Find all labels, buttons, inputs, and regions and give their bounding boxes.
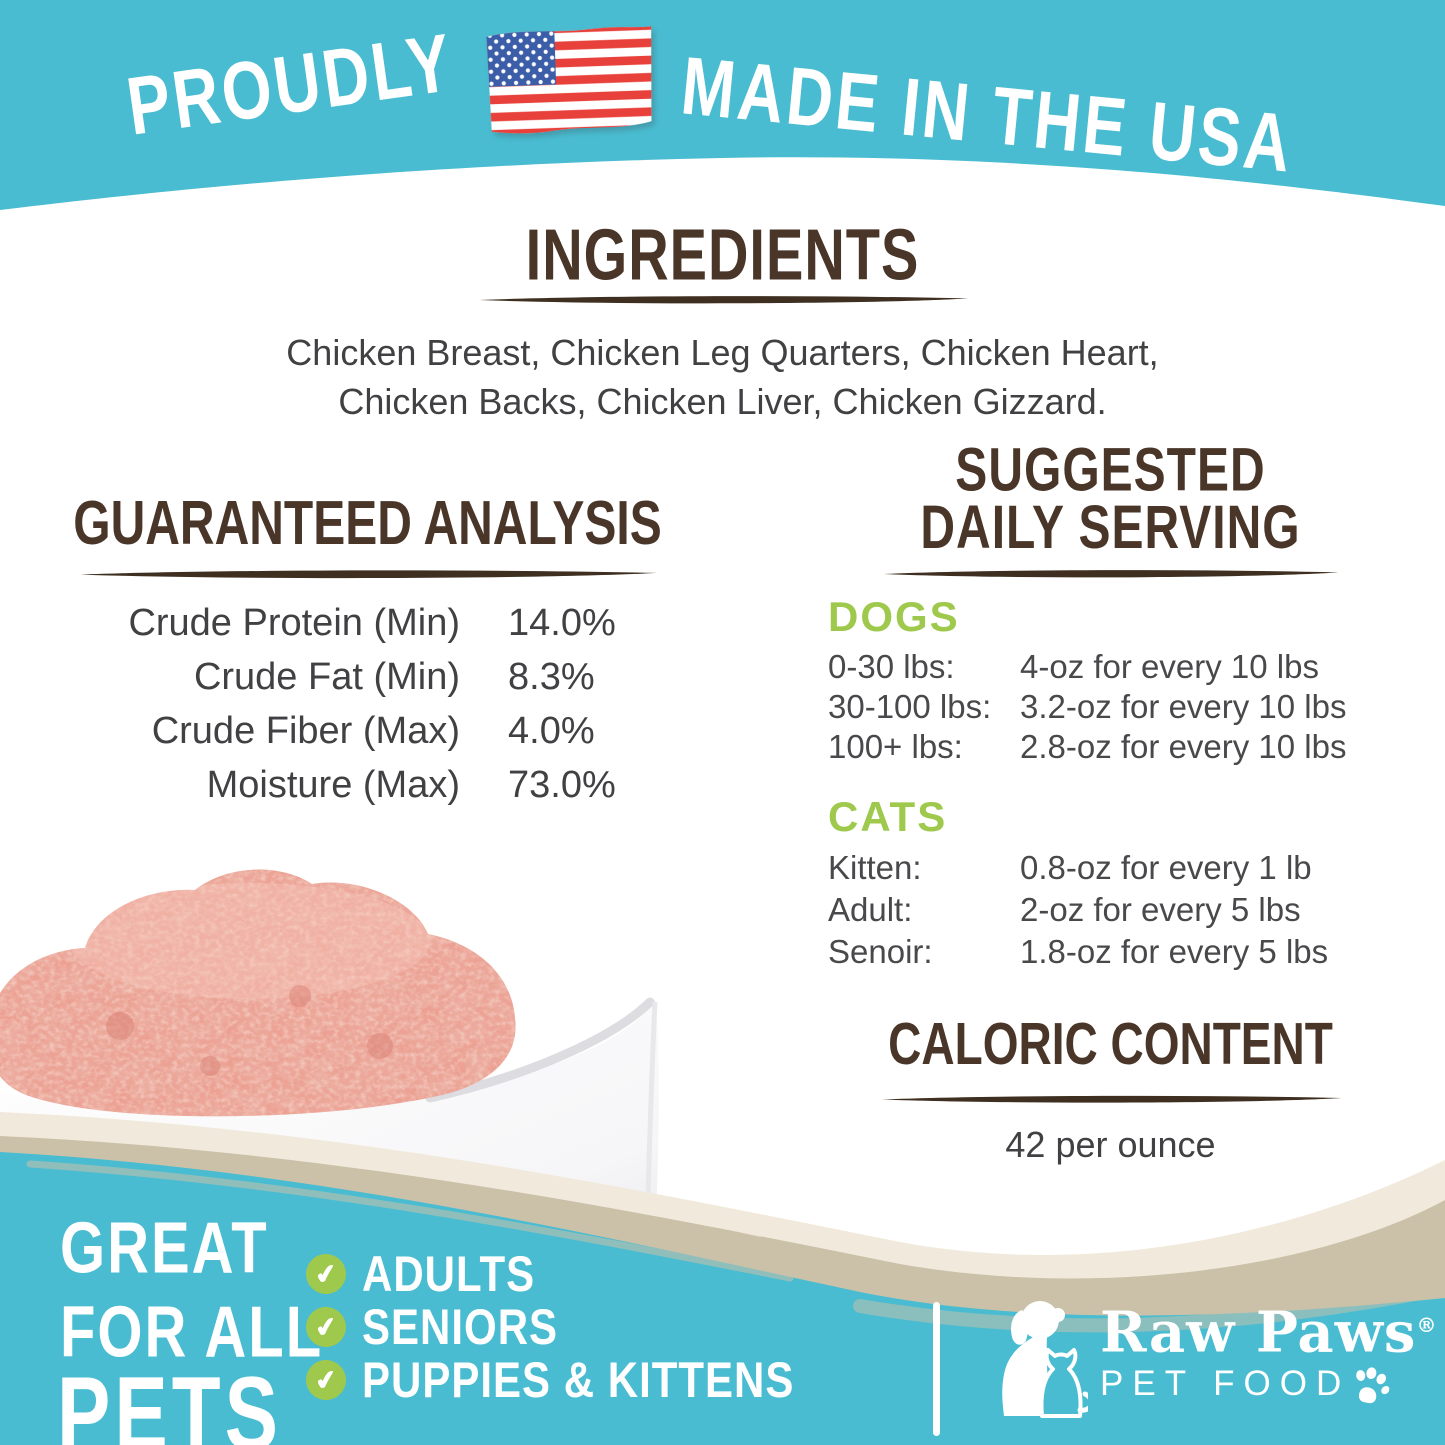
table-row: 100+ lbs: 2.8-oz for every 10 lbs xyxy=(828,727,1393,767)
tagline-great: GREAT xyxy=(60,1207,269,1289)
serving-label: Adult: xyxy=(828,891,913,928)
caloric-content-value: 42 per ounce xyxy=(1005,1124,1216,1165)
table-row: Crude Protein (Min) 14.0% xyxy=(55,596,680,650)
serving-value: 0.8-oz for every 1 lb xyxy=(1020,849,1312,886)
daily-serving-title-line1: SUGGESTED xyxy=(955,436,1266,505)
serving-value: 2-oz for every 5 lbs xyxy=(1020,891,1301,928)
table-row: Kitten: 0.8-oz for every 1 lb xyxy=(828,847,1393,889)
daily-serving-title: SUGGESTED DAILY SERVING xyxy=(828,436,1393,563)
serving-value: 2.8-oz for every 10 lbs xyxy=(1020,728,1347,765)
ingredients-title: INGREDIENTS xyxy=(525,213,920,296)
list-item: ✔ PUPPIES & KITTENS xyxy=(302,1351,795,1408)
serving-value: 1.8-oz for every 5 lbs xyxy=(1020,933,1329,970)
analysis-value: 73.0% xyxy=(508,764,616,806)
serving-value: 4-oz for every 10 lbs xyxy=(1020,648,1319,685)
checkmark-icon: ✔ xyxy=(302,1250,350,1298)
table-row: 30-100 lbs: 3.2-oz for every 10 lbs xyxy=(828,687,1393,727)
brand-subtitle-text: PET FOOD xyxy=(1100,1363,1351,1403)
dogs-serving-table: 0-30 lbs: 4-oz for every 10 lbs 30-100 l… xyxy=(828,647,1393,767)
paw-icon xyxy=(1356,1367,1390,1403)
daily-serving-title-line2: DAILY SERVING xyxy=(920,494,1301,563)
analysis-label: Crude Fat (Min) xyxy=(193,656,460,698)
analysis-label: Crude Protein (Min) xyxy=(128,602,460,644)
analysis-value: 14.0% xyxy=(508,602,616,644)
analysis-value: 8.3% xyxy=(508,656,595,698)
ingredients-section: INGREDIENTS Chicken Breast, Chicken Leg … xyxy=(0,212,1445,427)
brush-underline-icon xyxy=(79,570,657,579)
list-item: ✔ SENIORS xyxy=(302,1298,794,1355)
analysis-label: Moisture (Max) xyxy=(206,764,460,806)
brand-name: Raw Paws® xyxy=(1100,1294,1437,1364)
serving-label: 0-30 lbs: xyxy=(828,648,955,685)
table-row: Crude Fat (Min) 8.3% xyxy=(55,650,680,704)
table-row: Senoir: 1.8-oz for every 5 lbs xyxy=(828,931,1393,973)
tagline-for-all: FOR ALL xyxy=(60,1291,324,1373)
brush-underline-icon xyxy=(478,296,968,304)
table-row: Crude Fiber (Max) 4.0% xyxy=(55,704,680,758)
serving-label: Kitten: xyxy=(828,849,922,886)
checklist-label: ADULTS xyxy=(362,1245,536,1302)
table-row: 0-30 lbs: 4-oz for every 10 lbs xyxy=(828,647,1393,687)
us-flag-icon xyxy=(486,25,655,135)
analysis-value: 4.0% xyxy=(508,710,595,752)
brand-subtitle: PET FOOD xyxy=(1100,1364,1437,1404)
checklist-label: SENIORS xyxy=(362,1298,559,1355)
footer-divider xyxy=(933,1302,940,1436)
cats-serving-table: Kitten: 0.8-oz for every 1 lb Adult: 2-o… xyxy=(828,847,1393,973)
dogs-heading: DOGS xyxy=(828,593,960,640)
brand-text: Raw Paws® PET FOOD xyxy=(1100,1294,1437,1404)
ingredients-line: Chicken Breast, Chicken Leg Quarters, Ch… xyxy=(286,332,1159,373)
checkmark-icon: ✔ xyxy=(302,1356,350,1404)
guaranteed-analysis-section: GUARANTEED ANALYSIS Crude Protein (Min) … xyxy=(55,488,680,812)
ingredients-line: Chicken Backs, Chicken Liver, Chicken Gi… xyxy=(338,380,1107,422)
brand-logo: Raw Paws® PET FOOD xyxy=(992,1294,1437,1418)
footer-waves xyxy=(0,1112,1445,1445)
checkmark-icon: ✔ xyxy=(302,1303,350,1351)
analysis-label: Crude Fiber (Max) xyxy=(151,710,460,752)
serving-value: 3.2-oz for every 10 lbs xyxy=(1020,688,1347,725)
tagline-pets: PETS xyxy=(57,1355,282,1445)
guaranteed-analysis-title: GUARANTEED ANALYSIS xyxy=(73,489,662,559)
analysis-table: Crude Protein (Min) 14.0% Crude Fat (Min… xyxy=(55,596,680,812)
table-row: Moisture (Max) 73.0% xyxy=(55,758,680,812)
serving-label: Senoir: xyxy=(828,933,933,970)
serving-label: 30-100 lbs: xyxy=(828,688,992,725)
caloric-content-title: CALORIC CONTENT xyxy=(888,1009,1333,1077)
pet-checklist: ✔ ADULTS ✔ SENIORS ✔ PUPPIES & KITTENS xyxy=(302,1245,795,1408)
cats-heading: CATS xyxy=(828,793,948,840)
dog-cat-icon xyxy=(1002,1301,1088,1418)
brush-underline-icon xyxy=(881,1095,1341,1103)
serving-label: 100+ lbs: xyxy=(828,728,963,765)
brush-underline-icon xyxy=(883,570,1339,578)
table-row: Adult: 2-oz for every 5 lbs xyxy=(828,889,1393,931)
list-item: ✔ ADULTS xyxy=(302,1245,794,1302)
registered-mark: ® xyxy=(1416,1313,1438,1337)
caloric-content-section: CALORIC CONTENT 42 per ounce xyxy=(828,1008,1393,1166)
banner-background xyxy=(0,0,1445,245)
brand-name-text: Raw Paws xyxy=(1100,1299,1417,1366)
checklist-label: PUPPIES & KITTENS xyxy=(362,1351,795,1408)
top-banner: PROUDLY xyxy=(0,0,1445,245)
daily-serving-section: SUGGESTED DAILY SERVING DOGS 0-30 lbs: 4-… xyxy=(828,436,1393,973)
